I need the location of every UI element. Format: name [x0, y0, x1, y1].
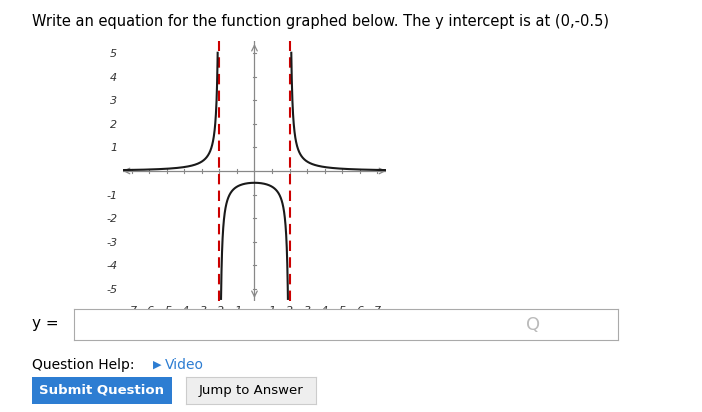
- Text: Question Help:: Question Help:: [32, 358, 134, 372]
- Text: Q: Q: [526, 316, 541, 335]
- Text: Submit Question: Submit Question: [39, 384, 164, 397]
- Text: ▶: ▶: [153, 360, 161, 370]
- Text: Write an equation for the function graphed below. The y intercept is at (0,-0.5): Write an equation for the function graph…: [32, 14, 609, 29]
- Text: y =: y =: [32, 316, 58, 331]
- Text: Jump to Answer: Jump to Answer: [199, 384, 303, 397]
- Text: Video: Video: [165, 358, 204, 372]
